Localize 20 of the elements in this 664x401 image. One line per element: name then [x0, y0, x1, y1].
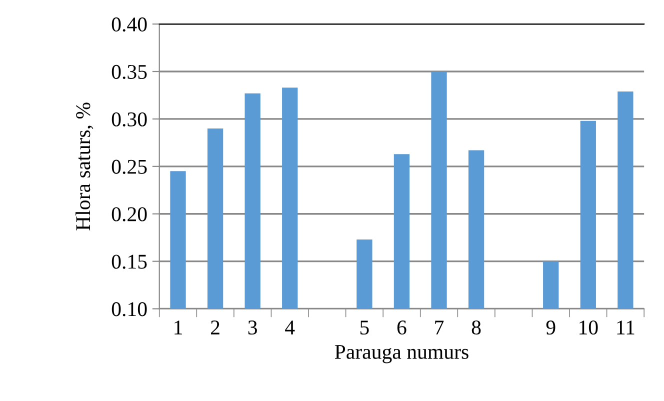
x-tick-label: 6: [397, 320, 406, 335]
x-tick-label: 10: [580, 320, 598, 335]
x-tick-label: 7: [435, 320, 444, 334]
y-tick-label: 0.35: [112, 64, 147, 80]
y-tick-label: 0.25: [112, 160, 147, 174]
x-tick-label: 9: [546, 320, 556, 335]
x-tick-label: 4: [285, 320, 295, 334]
x-tick-label: 2: [210, 320, 220, 334]
x-tick-label: 1: [174, 320, 182, 334]
y-tick-label: 0.30: [112, 112, 147, 126]
x-tick-label: 5: [360, 320, 369, 335]
x-axis-title: Parauga numurs: [334, 345, 468, 364]
y-tick-label: 0.15: [112, 254, 147, 269]
x-tick-label: 11: [617, 320, 634, 334]
y-tick-label: 0.20: [112, 207, 147, 222]
y-axis-title: Hlora saturs, %: [76, 102, 94, 230]
y-tick-label: 0.40: [112, 17, 147, 32]
x-tick-label: 3: [248, 320, 257, 335]
y-tick-label: 0.10: [112, 302, 147, 316]
x-tick-label: 8: [472, 320, 481, 335]
